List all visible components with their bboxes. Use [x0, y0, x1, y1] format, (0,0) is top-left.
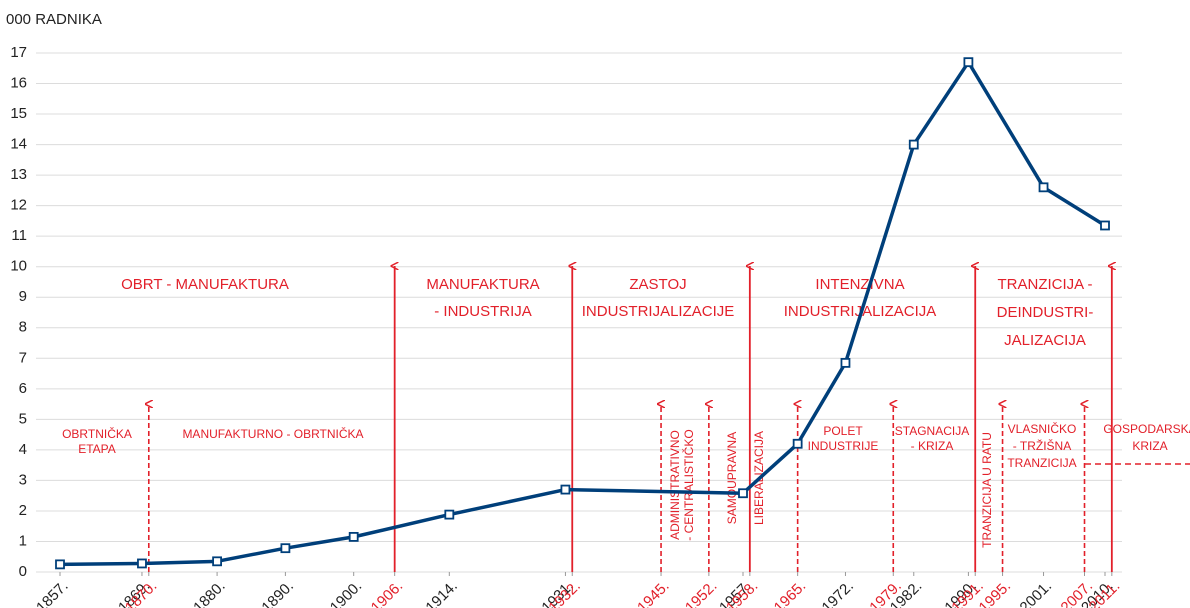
data-point: [212, 556, 222, 567]
data-point: [280, 543, 291, 554]
annotation: OBRTNIČKA: [62, 426, 132, 441]
data-point: [792, 438, 803, 449]
y-tick-label: 5: [19, 410, 27, 427]
x-tick-label: 1972.: [819, 578, 858, 608]
x-tick-label: 1880.: [190, 578, 229, 608]
annotation: STAGNACIJA: [895, 424, 969, 438]
annotation: SAMOUPRAVNA: [725, 432, 739, 524]
y-tick-label: 10: [10, 258, 27, 275]
data-point: [444, 509, 455, 520]
y-tick-label: 6: [19, 380, 27, 397]
data-point: [55, 559, 65, 570]
y-tick-label: 13: [10, 166, 27, 183]
annotation: INTENZIVNA: [815, 276, 904, 293]
x-tick-label: 1900.: [327, 578, 366, 608]
data-point: [908, 139, 919, 150]
x-tick-label: 1952.: [682, 578, 721, 608]
data-point: [1100, 220, 1110, 231]
annotation: GOSPODARSKA: [1103, 422, 1190, 436]
annotation: VLASNIČKO: [1008, 421, 1077, 436]
x-tick-label: 1945.: [634, 578, 673, 608]
annotation: - KRIZA: [911, 439, 954, 453]
annotation: JALIZACIJA: [1004, 332, 1086, 349]
annotation: TRANZICIJA: [1007, 456, 1076, 470]
x-tick-label: 1965.: [771, 578, 810, 608]
annotation: DEINDUSTRI-: [997, 304, 1094, 321]
y-tick-label: 11: [11, 227, 27, 244]
annotation: OBRT - MANUFAKTURA: [121, 276, 289, 293]
annotation: MANUFAKTURNO - OBRTNIČKA: [182, 426, 363, 441]
x-tick-label: 2001.: [1017, 578, 1056, 608]
y-tick-label: 8: [19, 319, 27, 336]
data-point: [840, 357, 851, 368]
annotation: TRANZICIJA -: [997, 276, 1092, 293]
data-point: [1038, 182, 1049, 193]
annotation: - CENTRALISTIČKO: [681, 429, 696, 540]
data-point: [348, 531, 359, 542]
x-tick-label: 1914.: [422, 578, 461, 608]
data-point: [738, 488, 748, 499]
y-tick-label: 17: [10, 44, 27, 61]
x-tick-label: 1890.: [258, 578, 297, 608]
x-tick-label: 1857.: [33, 578, 72, 608]
y-axis-label: 000 RADNIKA: [6, 11, 102, 28]
y-tick-label: 9: [19, 288, 27, 305]
y-tick-label: 15: [10, 105, 27, 122]
y-tick-label: 16: [10, 74, 27, 91]
data-line: [59, 60, 1106, 567]
annotation: TRANZICIJA U RATU: [980, 432, 994, 548]
y-tick-label: 1: [19, 532, 27, 549]
annotation: ETAPA: [78, 442, 116, 456]
y-tick-label: 14: [10, 136, 27, 153]
y-tick-label: 7: [19, 349, 27, 366]
annotation: POLET: [823, 424, 863, 438]
y-tick-label: 0: [19, 563, 27, 580]
data-point: [137, 558, 147, 569]
annotation: KRIZA: [1132, 439, 1167, 453]
annotation: INDUSTRIJE: [808, 439, 879, 453]
data-point: [560, 484, 571, 495]
x-tick-label: 1906.: [368, 578, 407, 608]
y-tick-label: 4: [19, 441, 27, 458]
annotation: MANUFAKTURA: [426, 276, 539, 293]
annotation: INDUSTRIJALIZACIJE: [582, 303, 735, 320]
y-tick-label: 3: [19, 471, 27, 488]
y-tick-label: 2: [19, 502, 27, 519]
y-tick-label: 12: [10, 197, 27, 214]
data-point: [963, 57, 974, 68]
annotation: - TRŽIŠNA: [1013, 438, 1071, 453]
annotation: ADMINISTRATIVNO: [668, 430, 682, 540]
annotation: ZASTOJ: [629, 276, 686, 293]
annotation: - INDUSTRIJA: [434, 303, 532, 320]
